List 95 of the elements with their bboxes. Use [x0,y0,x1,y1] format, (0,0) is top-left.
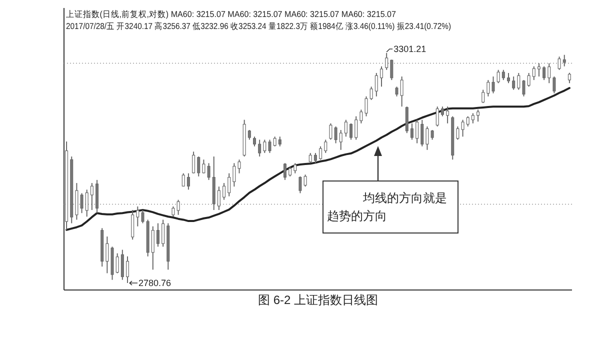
candlestick [370,86,373,100]
candlestick [344,119,348,138]
candlestick [430,129,434,140]
candlestick [288,166,292,177]
candlestick [141,209,144,224]
candlestick [182,172,185,188]
annotation: 2017/07/28/五 开3240.17 高3256.37 低3232.96 收3253.24 量1822.3万 额1984亿 涨3.46(0.11%) 振23.41(0.72%) [66,21,497,31]
candlestick [126,256,129,284]
candlestick [217,186,220,210]
candlestick [263,139,266,154]
candlestick [512,76,516,90]
candlestick [304,174,307,188]
candlestick [492,76,495,94]
candlestick [410,122,414,140]
candlestick [294,162,297,174]
candlestick [156,222,160,248]
candlestick [527,72,530,88]
candlestick [151,226,154,270]
candlestick [298,176,302,194]
candlestick [416,119,419,144]
candlestick [268,139,272,154]
candlestick [354,116,358,140]
candlestick [364,96,368,117]
candlestick [380,66,383,88]
annotation: 2780.76 [138,278,172,288]
candlestick [172,206,175,218]
candlestick [120,249,124,280]
candlestick [420,119,424,147]
candlestick [85,189,88,218]
candlestick [232,162,236,188]
candlestick [496,69,500,84]
candlestick [136,206,140,227]
candlestick [548,62,551,84]
candlestick [502,69,505,81]
candlestick [374,72,378,97]
candlestick [390,59,394,81]
candlestick [329,122,332,140]
candlestick [486,80,490,97]
candlestick [197,156,200,177]
candlestick [238,159,241,174]
candlestick [308,152,312,164]
candlestick [426,126,429,150]
candlestick [440,106,444,117]
candlestick [222,182,226,200]
candlestick [476,109,480,122]
candlestick [192,151,196,174]
candlestick [228,172,231,197]
candlestick [273,136,276,147]
candlestick [568,72,571,84]
candlestick [207,162,210,180]
annotation: 3301.21 [394,44,426,54]
candlestick [350,122,353,140]
candlestick [248,129,251,140]
candlestick [339,129,342,150]
candlestick [552,76,556,94]
candlestick [482,89,485,104]
candlestick [324,139,328,154]
candlestick [385,52,388,70]
candlestick [278,136,282,147]
annotation: 均线的方向就是趋势的方向 [327,190,448,225]
candlestick [131,209,134,240]
candlestick [202,159,206,174]
candlestick [517,72,520,90]
candlestick [466,116,470,127]
candlestick [558,56,561,70]
candlestick [253,136,256,147]
candlestick [532,66,536,81]
candlestick [186,172,190,190]
candlestick [542,66,546,81]
candlestick [446,106,450,124]
candlestick [176,199,180,216]
candlestick [80,192,84,214]
candlestick [395,86,398,97]
candlestick [522,80,526,97]
candlestick [405,106,408,134]
candlestick [400,76,404,108]
candlestick [90,182,94,210]
candlestick [334,126,338,144]
candlestick [461,119,464,138]
candlestick [314,152,317,164]
candlestick [456,126,460,140]
annotation: 上证指数(日线,前复权,对数) MA60: 3215.07 MA60: 3215.07 MA60: 3215.07 MA60: 3215.07 [66,9,418,19]
candlestick [319,146,322,160]
candlestick [562,54,566,67]
candlestick [258,139,262,158]
candlestick [116,252,119,274]
text: 图 6-2 上证指数日线图 [258,293,378,307]
candlestick [106,236,109,274]
candlestick [537,62,540,78]
candlestick [507,72,510,84]
candlestick [436,106,439,127]
candlestick [360,109,363,124]
candlestick [471,112,474,124]
candlestick [162,219,165,248]
candlestick [283,162,286,180]
